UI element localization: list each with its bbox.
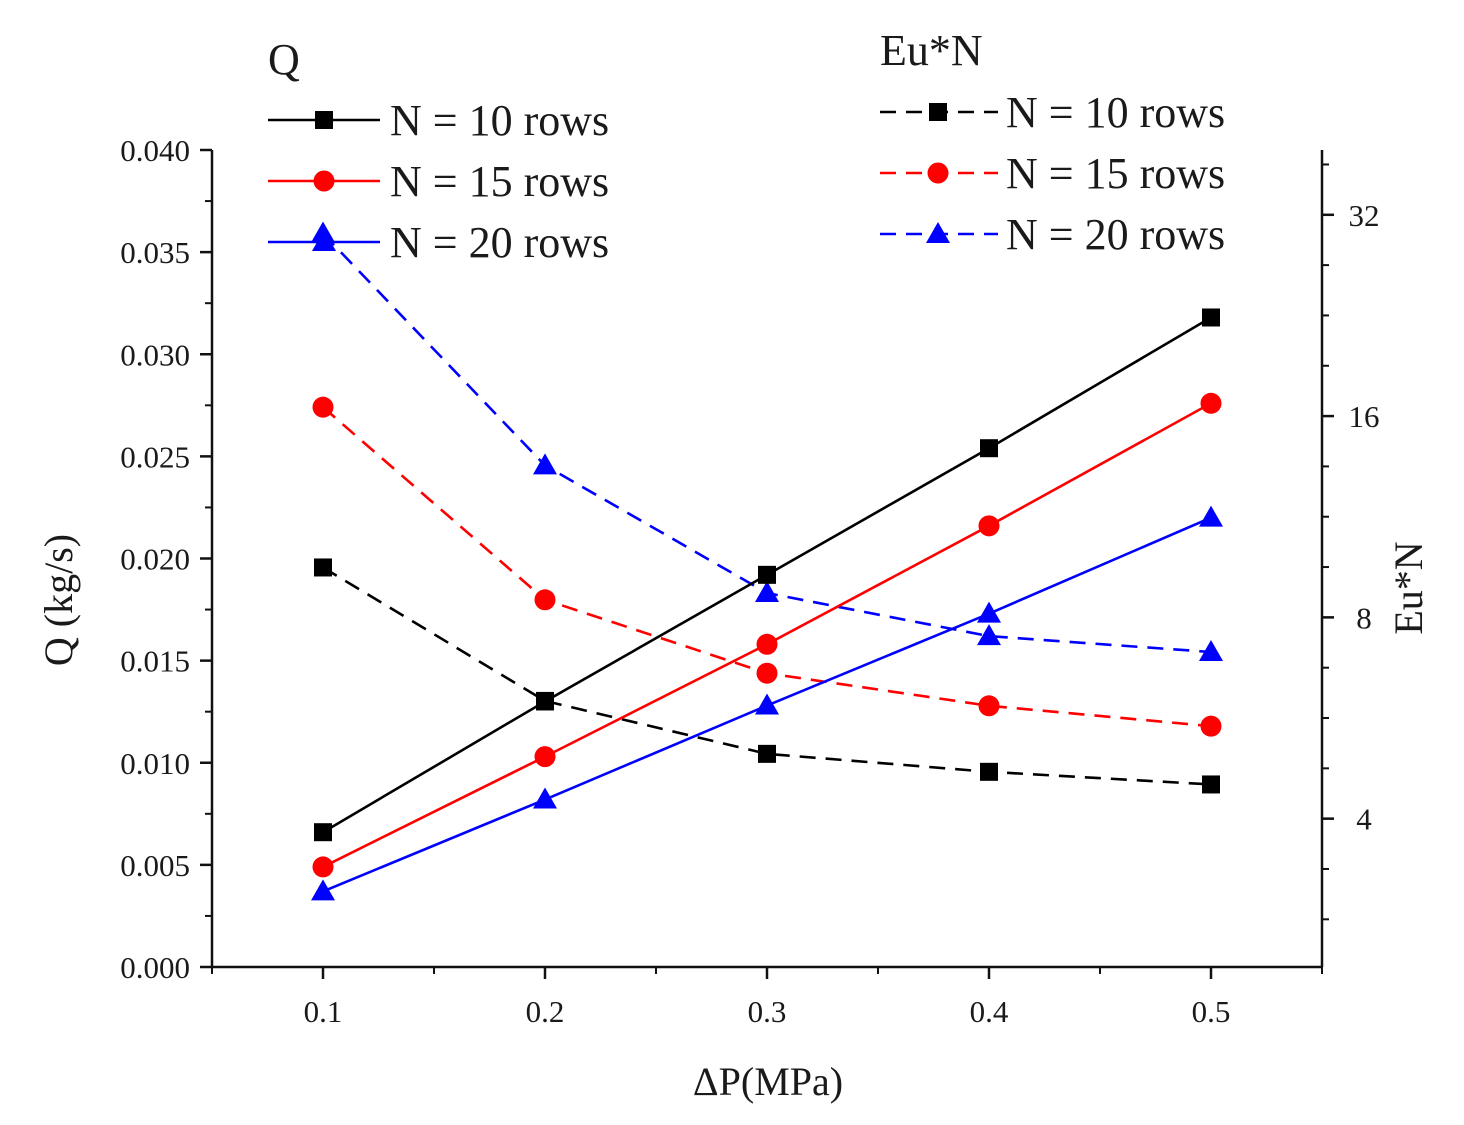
y-tick-label: 0.010 — [120, 746, 190, 781]
y-tick-label: 0.025 — [120, 439, 190, 474]
data-point — [534, 589, 556, 611]
series-line — [322, 566, 1212, 786]
y-tick-label: 0.020 — [120, 542, 190, 577]
legend-right-item: N = 10 rows — [880, 88, 1225, 137]
data-point — [977, 624, 1001, 646]
x-tick-label: 0.5 — [1192, 994, 1231, 1029]
data-point — [534, 746, 556, 768]
y-tick-label: 0.035 — [120, 235, 190, 270]
x-tick-label: 0.2 — [526, 994, 565, 1029]
data-point — [533, 787, 557, 809]
data-point — [977, 601, 1001, 623]
x-tick-label: 0.4 — [970, 994, 1009, 1029]
axes-layer: 0.1 0.2 0.3 0.4 0.5 0.000 0.005 0.010 0.015 0.020… — [120, 133, 1379, 1029]
data-point — [1202, 775, 1220, 794]
data-point — [978, 695, 1000, 717]
y2-tick-label: 32 — [1349, 198, 1380, 233]
y2-tick-label: 4 — [1356, 802, 1372, 837]
series-layer — [311, 221, 1223, 901]
data-point — [536, 692, 554, 711]
legend-label: N = 10 rows — [1006, 88, 1225, 137]
legend-left-item: N = 20 rows — [268, 218, 609, 267]
data-point — [533, 453, 557, 475]
data-point — [978, 515, 1000, 537]
y-tick-label: 0.015 — [120, 644, 190, 679]
y-tick-label: 0.005 — [120, 848, 190, 883]
data-point — [758, 744, 776, 763]
data-point — [312, 856, 334, 878]
data-point — [980, 762, 998, 781]
data-point — [756, 662, 778, 684]
legend-label: N = 15 rows — [390, 157, 609, 206]
data-point — [1200, 715, 1222, 737]
legend-left-item: N = 10 rows — [268, 96, 609, 145]
legend-marker — [313, 170, 335, 192]
legend-marker — [312, 230, 336, 251]
legend-label: N = 10 rows — [390, 96, 609, 145]
y-axis-title: Q (kg/s) — [36, 534, 81, 666]
legend-marker — [929, 103, 947, 121]
series-right-circle — [312, 396, 1222, 737]
data-point — [314, 823, 332, 842]
data-point — [980, 439, 998, 458]
legend-marker — [315, 111, 333, 129]
legend-label: N = 15 rows — [1006, 149, 1225, 198]
y2-tick-label: 16 — [1349, 399, 1380, 434]
legend-right-item: N = 15 rows — [880, 149, 1225, 198]
legend-label: N = 20 rows — [1006, 210, 1225, 259]
data-point — [1199, 640, 1223, 662]
x-tick-label: 0.1 — [304, 994, 343, 1029]
legend-marker — [926, 222, 950, 243]
data-point — [312, 396, 334, 418]
x-tick-label: 0.3 — [748, 994, 787, 1029]
legend-marker — [927, 162, 949, 184]
data-point — [314, 558, 332, 577]
legend-left-item: N = 15 rows — [268, 157, 609, 206]
series-left-triangle — [311, 505, 1223, 901]
legend-layer: N = 10 rows N = 15 rows N = 20 rows N = 10 … — [268, 88, 1225, 267]
series-right-triangle — [311, 221, 1223, 662]
data-point — [1200, 392, 1222, 414]
data-point — [311, 879, 335, 901]
series-left-square — [314, 308, 1220, 842]
data-point — [755, 693, 779, 715]
y-tick-label: 0.000 — [120, 950, 190, 985]
data-point — [1202, 308, 1220, 327]
data-point — [758, 565, 776, 584]
legend-label: N = 20 rows — [390, 218, 609, 267]
data-point — [756, 633, 778, 655]
x-axis-title: ΔP(MPa) — [693, 1059, 843, 1104]
series-left-circle — [312, 392, 1222, 878]
y-tick-label: 0.040 — [120, 133, 190, 168]
data-point — [755, 581, 779, 603]
legend-left-title: Q — [268, 35, 300, 84]
legend-right-item: N = 20 rows — [880, 210, 1225, 259]
legend-right-title: Eu*N — [880, 26, 983, 75]
y2-tick-label: 8 — [1356, 600, 1372, 635]
data-point — [1199, 505, 1223, 527]
y2-axis-title: Eu*N — [1386, 541, 1431, 634]
y-tick-label: 0.030 — [120, 337, 190, 372]
